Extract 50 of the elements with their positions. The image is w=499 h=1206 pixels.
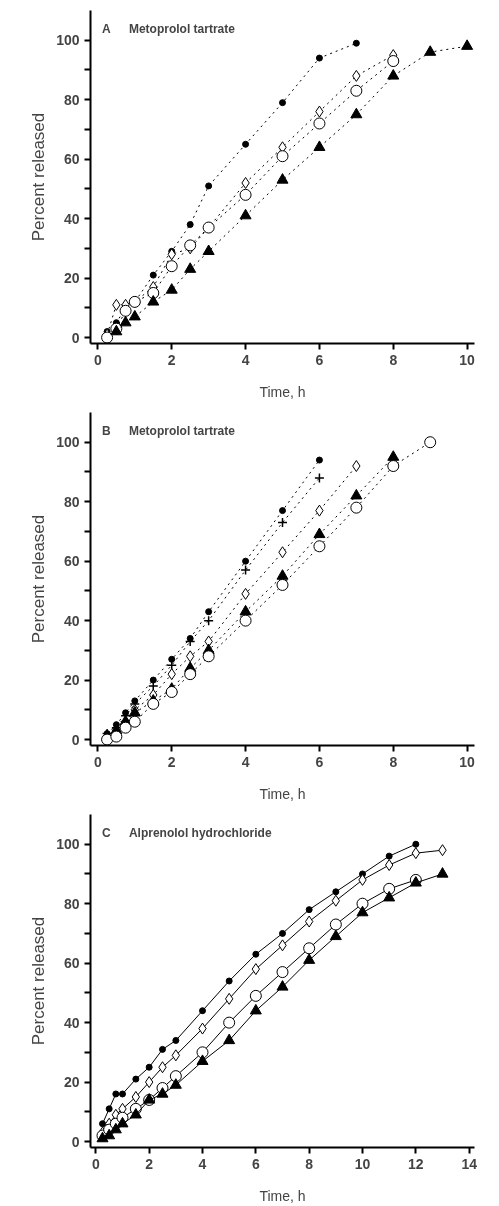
y-tick-label: 40: [63, 1014, 80, 1031]
y-axis-title: Percent released: [29, 112, 49, 242]
y-tick-label: 80: [63, 493, 80, 510]
x-tick-label: 12: [408, 1155, 424, 1172]
annotation: A: [102, 21, 112, 36]
x-tick-label: 2: [167, 351, 176, 368]
y-tick-label: 0: [71, 731, 80, 748]
x-tick-label: 8: [305, 1155, 314, 1172]
annotation: B: [102, 423, 112, 438]
x-tick-label: 0: [93, 351, 102, 368]
x-tick-label: 0: [91, 1155, 100, 1172]
x-tick-label: 8: [389, 351, 398, 368]
y-tick-label: 0: [71, 1133, 80, 1150]
y-tick-label: 80: [63, 91, 80, 108]
x-tick-label: 4: [198, 1155, 207, 1172]
x-axis-title: Time, h: [259, 785, 306, 802]
x-axis-title: Time, h: [259, 1187, 306, 1204]
x-tick-label: 0: [93, 753, 102, 770]
x-tick-label: 4: [241, 351, 250, 368]
y-axis-title: Percent released: [29, 916, 49, 1046]
y-tick-label: 40: [63, 210, 80, 227]
x-tick-label: 6: [315, 351, 324, 368]
x-tick-label: 2: [145, 1155, 154, 1172]
x-tick-label: 10: [459, 753, 476, 770]
text: Metoprolol tartrate: [128, 423, 236, 438]
x-tick-label: 14: [461, 1155, 478, 1172]
annotation: C: [102, 825, 112, 840]
x-tick-label: 2: [167, 753, 176, 770]
y-tick-label: 60: [63, 151, 80, 168]
y-tick-label: 20: [63, 672, 80, 689]
y-axis-title: Percent released: [29, 514, 49, 644]
x-axis-title: Time, h: [259, 383, 306, 400]
y-tick-label: 40: [63, 612, 80, 629]
y-tick-label: 20: [63, 1074, 80, 1091]
y-tick-label: 80: [63, 895, 80, 912]
y-tick-label: 60: [63, 553, 80, 570]
text: Alprenolol hydrochloride: [128, 825, 272, 840]
y-tick-label: 100: [56, 434, 80, 451]
x-tick-label: 6: [315, 753, 324, 770]
x-tick-label: 10: [354, 1155, 371, 1172]
y-tick-label: 100: [56, 32, 80, 49]
x-tick-label: 8: [389, 753, 398, 770]
y-tick-label: 60: [63, 955, 80, 972]
y-tick-label: 0: [71, 329, 80, 346]
x-tick-label: 4: [241, 753, 250, 770]
x-tick-label: 10: [459, 351, 476, 368]
y-tick-label: 20: [63, 270, 80, 287]
y-tick-label: 100: [56, 836, 80, 853]
text: Metoprolol tartrate: [128, 21, 236, 36]
x-tick-label: 6: [251, 1155, 260, 1172]
